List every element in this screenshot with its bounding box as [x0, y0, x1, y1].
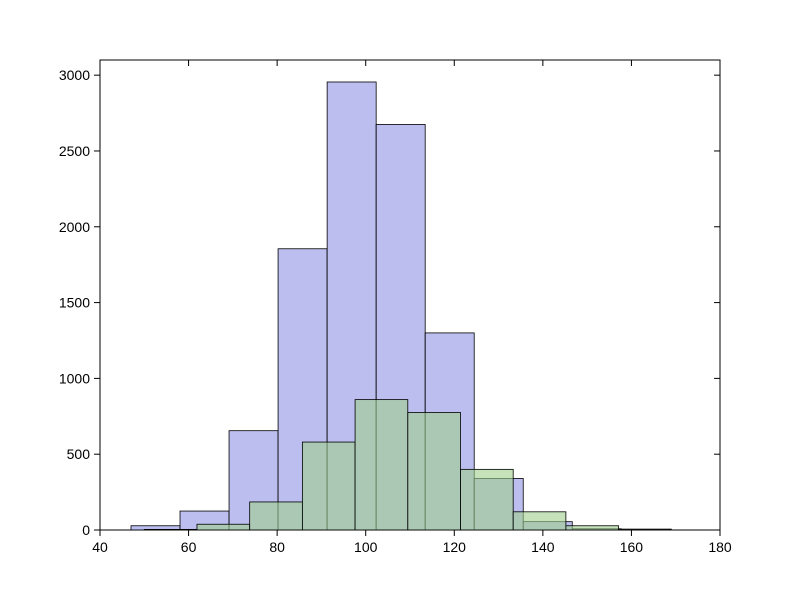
y-tick-label: 2500	[59, 143, 90, 159]
bar-green	[197, 524, 250, 530]
bar-green	[144, 529, 197, 530]
bar-green	[619, 529, 672, 530]
bar-green	[408, 413, 461, 531]
x-tick-label: 40	[92, 539, 108, 555]
y-tick-label: 500	[67, 446, 91, 462]
histogram-chart: 40 60 80 100 120 140 160 180 0 500 1000 1500 2000 250…	[0, 0, 800, 600]
bar-green	[513, 512, 566, 530]
x-tick-label: 120	[443, 539, 467, 555]
bar-green	[355, 400, 408, 530]
y-tick-label: 3000	[59, 67, 90, 83]
chart-svg: 40 60 80 100 120 140 160 180 0 500 1000 1500 2000 250…	[0, 0, 800, 600]
x-tick-label: 60	[181, 539, 197, 555]
bar-green	[302, 442, 355, 530]
x-tick-label: 140	[531, 539, 555, 555]
x-tick-label: 160	[620, 539, 644, 555]
y-tick-label: 1000	[59, 370, 90, 386]
x-tick-label: 180	[708, 539, 732, 555]
y-tick-label: 2000	[59, 219, 90, 235]
y-tick-label: 1500	[59, 295, 90, 311]
x-tick-label: 80	[269, 539, 285, 555]
bar-green	[460, 469, 513, 530]
bar-green	[250, 502, 303, 530]
x-tick-label: 100	[354, 539, 378, 555]
y-tick-label: 0	[82, 522, 90, 538]
bar-green	[566, 526, 619, 530]
